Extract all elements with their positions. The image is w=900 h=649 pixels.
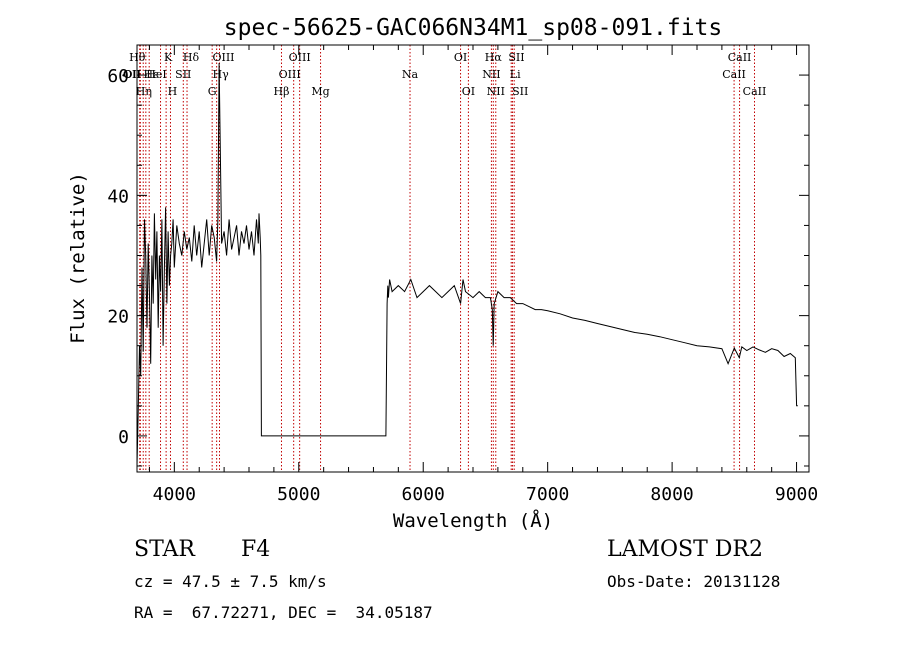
x-tick-label: 9000 <box>775 484 818 505</box>
spectral-line-label: Hα <box>485 51 503 64</box>
spectral-line-label: Hε <box>144 68 160 81</box>
survey-name: LAMOST DR2 <box>607 537 763 562</box>
spectrum-line <box>136 62 798 467</box>
spectrum-chart: spec-56625-GAC066N34M1_sp08-091.fits OII… <box>67 15 818 532</box>
spectral-line-label: SII <box>175 68 191 81</box>
spectral-line-label: OIII <box>279 68 301 81</box>
spectral-line-label: OIII <box>289 51 311 64</box>
spectral-line-label: Hη <box>136 85 152 98</box>
spectral-line-label: Hβ <box>274 85 290 98</box>
object-class: STAR <box>134 537 195 562</box>
y-axis-ticks: 0 20 40 60 <box>107 66 809 467</box>
redshift-cz: cz = 47.5 ± 7.5 km/s <box>134 572 327 591</box>
spectral-line-label: HeI <box>146 68 166 81</box>
x-tick-label: 8000 <box>650 484 693 505</box>
spectral-line-label: H <box>168 85 178 98</box>
spectral-line-label: K <box>164 51 173 64</box>
spectral-line-label: OII <box>123 68 141 81</box>
x-tick-label: 7000 <box>526 484 569 505</box>
spectral-line-label: Hδ <box>183 51 200 64</box>
spectral-line-markers <box>139 45 755 472</box>
spectral-line-label: G <box>208 85 217 98</box>
x-tick-label: 6000 <box>402 484 445 505</box>
ra-dec: RA = 67.72271, DEC = 34.05187 <box>134 603 433 622</box>
spectral-line-label: NII <box>487 85 505 98</box>
x-tick-label: 4000 <box>153 484 196 505</box>
spectral-line-label: Hγ <box>213 68 230 81</box>
spectral-line-label: OI <box>462 85 475 98</box>
y-tick-label: 40 <box>107 186 129 207</box>
spectral-line-label: OI <box>454 51 467 64</box>
chart-title: spec-56625-GAC066N34M1_sp08-091.fits <box>224 15 723 41</box>
spectral-line-label: CaII <box>728 51 752 64</box>
x-axis-ticks: 4000 5000 6000 7000 8000 9000 <box>148 45 818 505</box>
spectral-line-label: Na <box>402 68 419 81</box>
spectral-line-label: Mg <box>311 85 329 98</box>
plot-frame <box>136 44 810 473</box>
spectral-line-label: OIII <box>212 51 234 64</box>
obs-date: Obs-Date: 20131128 <box>607 572 781 591</box>
spectral-line-label: SII <box>512 85 528 98</box>
spectral-line-label: SII <box>508 51 524 64</box>
spectral-line-label: NII <box>482 68 500 81</box>
y-tick-label: 20 <box>107 307 129 328</box>
x-tick-label: 5000 <box>277 484 320 505</box>
spectral-line-label: CaII <box>743 85 767 98</box>
y-tick-label: 0 <box>118 427 129 448</box>
y-tick-label: 60 <box>107 66 129 87</box>
y-axis-label: Flux (relative) <box>67 172 89 344</box>
spectral-line-label: CaII <box>722 68 746 81</box>
object-subclass: F4 <box>241 537 271 562</box>
x-axis-label: Wavelength (Å) <box>393 509 553 532</box>
spectral-line-label: Li <box>510 68 521 81</box>
